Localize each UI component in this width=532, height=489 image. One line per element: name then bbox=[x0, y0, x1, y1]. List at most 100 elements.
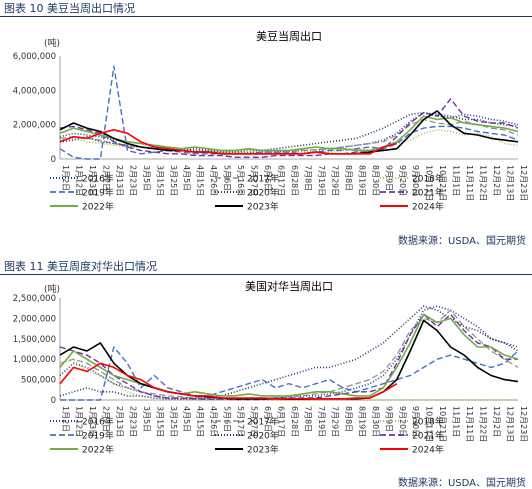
chart2-x-tick: 5月27日 bbox=[250, 406, 259, 437]
chart2-legend-label: 2023年 bbox=[247, 444, 279, 456]
chart2-x-tick: 8月30日 bbox=[371, 406, 380, 437]
chart2-series-2017年 bbox=[59, 309, 519, 400]
chart2-legend-label: 2017年 bbox=[247, 416, 279, 428]
chart1-x-tick: 1月12日 bbox=[74, 165, 83, 196]
chart1-x-tick: 4月5日 bbox=[182, 165, 191, 191]
chart1-legend-label: 2017年 bbox=[247, 173, 279, 185]
chart1-legend-label: 2021年 bbox=[412, 187, 444, 199]
chart2-y-tick: 1,000,000 bbox=[13, 355, 56, 365]
chart2-x-tick: 8月19日 bbox=[357, 406, 366, 437]
chart1-caption: 图表 10 美豆当周出口情况 bbox=[0, 0, 532, 17]
chart1-y-unit: (吨) bbox=[44, 37, 60, 49]
chart1-panel: 美豆当周出口 (吨) 0 2,000,000 4,000,000 6,000,000 1月2… bbox=[0, 18, 532, 232]
chart1-source: 数据来源：USDA、国元期货 bbox=[397, 236, 526, 247]
chart2-legend-label: 2024年 bbox=[412, 444, 444, 456]
chart1-series-2018年 bbox=[59, 129, 519, 155]
chart1-x-tick: 8月8日 bbox=[344, 165, 353, 191]
chart1-series-2016年 bbox=[59, 111, 519, 154]
chart2-x-tick: 3月25日 bbox=[169, 406, 178, 437]
chart2-source: 数据来源：USDA、国元期货 bbox=[397, 478, 526, 489]
chart2-x-tick: 4月5日 bbox=[182, 406, 191, 432]
chart2-x-tick: 9月9日 bbox=[384, 406, 393, 432]
chart2-legend-label: 2020年 bbox=[247, 430, 279, 442]
chart2-x-tick: 1月2日 bbox=[61, 406, 70, 432]
chart1-series-2022年 bbox=[59, 115, 519, 152]
chart2-x-tick: 10月11日 bbox=[425, 406, 434, 442]
chart1-legend-label: 2023年 bbox=[247, 201, 279, 213]
chart2-x-tick: 5月6日 bbox=[223, 406, 232, 432]
chart2-svg: 美国对华当周出口 (吨) 0 500,000 1,000,000 1,500,000 2,0… bbox=[13, 279, 528, 456]
chart2-x-tick: 5月17日 bbox=[236, 406, 245, 437]
chart1-x-tick: 12月2日 bbox=[492, 165, 501, 196]
chart2-x-tick: 9月30日 bbox=[411, 406, 420, 437]
chart1-x-tick: 4月15日 bbox=[196, 165, 205, 196]
chart1-x-tick: 2月13日 bbox=[115, 165, 124, 196]
chart1-title: 美豆当周出口 bbox=[256, 29, 322, 43]
chart2-legend-label: 2016年 bbox=[82, 416, 114, 428]
chart2-x-tick: 3月5日 bbox=[142, 406, 151, 432]
chart2-y-tick: 500,000 bbox=[21, 376, 56, 386]
chart2-x-tick: 4月15日 bbox=[196, 406, 205, 437]
chart1-x-tick: 1月23日 bbox=[88, 165, 97, 196]
chart2-series-2016年 bbox=[59, 305, 519, 401]
chart1-x-tick: 2月23日 bbox=[128, 165, 137, 196]
chart1-y-tick: 6,000,000 bbox=[13, 52, 56, 62]
chart1-legend-label: 2016年 bbox=[82, 173, 114, 185]
chart2-series-2022年 bbox=[59, 313, 519, 397]
chart1-x-tick: 9月30日 bbox=[411, 165, 420, 196]
chart2-y-tick: 2,000,000 bbox=[13, 314, 56, 324]
chart2-series-2019年 bbox=[60, 346, 519, 401]
chart2-y-tick: 2,500,000 bbox=[13, 294, 56, 304]
chart1-x-tick: 2月2日 bbox=[101, 165, 110, 191]
chart1-x-tick: 11月22日 bbox=[479, 165, 488, 201]
chart2-x-tick: 3月15日 bbox=[155, 406, 164, 437]
chart2-x-tick: 7月19日 bbox=[317, 406, 326, 437]
chart1-legend-label: 2019年 bbox=[82, 187, 114, 199]
chart1-x-tick: 11月11日 bbox=[465, 165, 474, 201]
chart1-x-tick: 10月21日 bbox=[438, 165, 447, 201]
chart1-x-tick: 6月28日 bbox=[290, 165, 299, 196]
chart2-x-tick: 11月22日 bbox=[479, 406, 488, 442]
chart1-legend-label: 2022年 bbox=[82, 201, 114, 213]
chart2-y-tick: 0 bbox=[51, 396, 56, 406]
chart2-legend-label: 2019年 bbox=[82, 430, 114, 442]
chart1-series-2017年 bbox=[59, 118, 519, 155]
chart1-legend-label: 2018年 bbox=[412, 173, 444, 185]
chart2-y-unit: (吨) bbox=[44, 283, 60, 295]
chart2-caption: 图表 11 美豆周度对华出口情况 bbox=[0, 258, 532, 275]
chart2-legend-label: 2018年 bbox=[412, 416, 444, 428]
chart1-x-tick: 10月11日 bbox=[425, 165, 434, 201]
chart2-x-tick: 2月13日 bbox=[115, 406, 124, 437]
chart2-x-tick: 12月13日 bbox=[506, 406, 515, 442]
chart2-x-tick: 1月23日 bbox=[88, 406, 97, 437]
chart2-y-tick: 1,500,000 bbox=[13, 335, 56, 345]
chart1-y-tick: 4,000,000 bbox=[13, 86, 56, 96]
chart1-x-tick: 8月19日 bbox=[357, 165, 366, 196]
chart2-x-tick: 11月11日 bbox=[465, 406, 474, 442]
chart2-x-tick: 12月2日 bbox=[492, 406, 501, 437]
chart1-x-tick: 11月1日 bbox=[452, 165, 461, 196]
chart1-x-tick: 12月23日 bbox=[519, 165, 528, 201]
chart2-x-tick: 8月8日 bbox=[344, 406, 353, 432]
chart1-x-tick: 6月6日 bbox=[263, 165, 272, 191]
chart2-series-2021年 bbox=[59, 313, 518, 401]
chart1-series-2021年 bbox=[59, 98, 519, 158]
chart1-series-2024年 bbox=[59, 129, 398, 155]
chart2-x-tick: 10月21日 bbox=[438, 406, 447, 442]
chart2-x-tick: 7月29日 bbox=[330, 406, 339, 437]
chart2-legend-label: 2021年 bbox=[412, 430, 444, 442]
chart1-x-tick: 8月30日 bbox=[371, 165, 380, 196]
chart2-x-tick: 6月7日 bbox=[263, 406, 272, 432]
chart2-legend-label: 2022年 bbox=[82, 444, 114, 456]
chart1-x-tick: 5月16日 bbox=[236, 165, 245, 196]
chart2-x-tick: 2月2日 bbox=[101, 406, 110, 432]
chart1-x-tick: 12月13日 bbox=[506, 165, 515, 201]
chart2-title: 美国对华当周出口 bbox=[245, 279, 333, 293]
chart1-x-tick: 9月9日 bbox=[384, 165, 393, 191]
chart1-legend-label: 2020年 bbox=[247, 187, 279, 199]
chart1-x-tick: 3月15日 bbox=[155, 165, 164, 196]
chart1-x-tick: 3月25日 bbox=[169, 165, 178, 196]
chart2-x-tick: 2月23日 bbox=[128, 406, 137, 437]
chart2-x-tick: 6月17日 bbox=[277, 406, 286, 437]
chart2-x-tick: 12月23日 bbox=[519, 406, 528, 442]
